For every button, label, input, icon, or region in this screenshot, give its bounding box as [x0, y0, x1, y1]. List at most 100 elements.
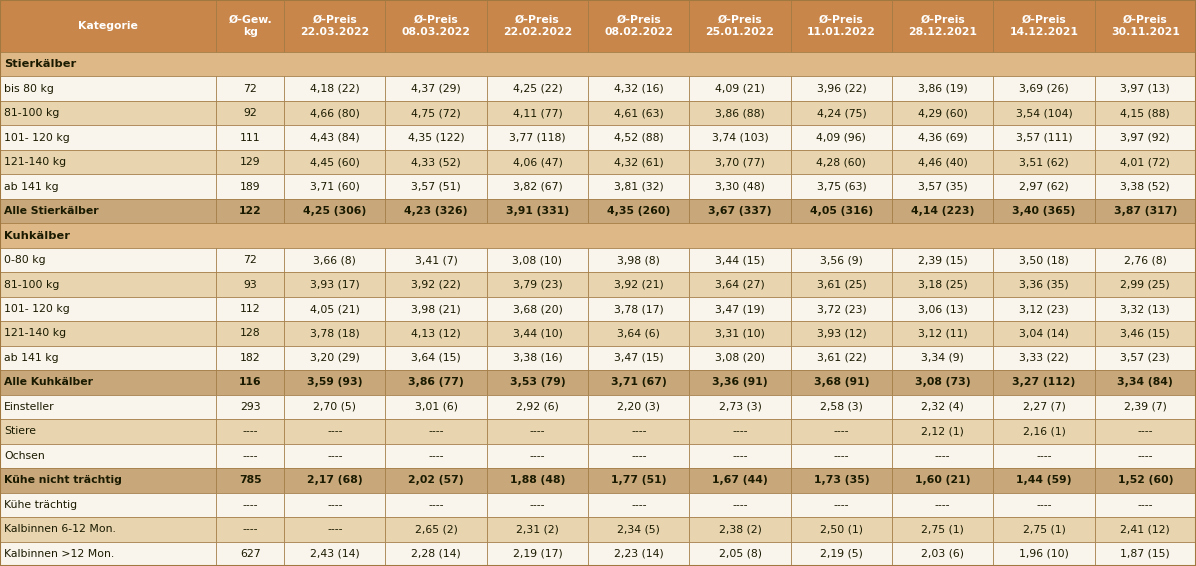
Text: 3,66 (8): 3,66 (8) — [313, 255, 356, 265]
Bar — [0, 174, 216, 199]
Text: 4,35 (260): 4,35 (260) — [608, 206, 671, 216]
Text: 3,57 (111): 3,57 (111) — [1015, 132, 1073, 143]
Text: 4,01 (72): 4,01 (72) — [1121, 157, 1170, 167]
Text: 0-80 kg: 0-80 kg — [4, 255, 45, 265]
Text: 3,61 (22): 3,61 (22) — [817, 353, 866, 363]
Text: 3,92 (22): 3,92 (22) — [411, 280, 460, 290]
Text: 3,34 (84): 3,34 (84) — [1117, 378, 1173, 388]
Bar — [689, 0, 791, 52]
Text: 3,20 (29): 3,20 (29) — [310, 353, 360, 363]
Bar — [892, 150, 994, 174]
Text: ----: ---- — [1137, 500, 1153, 510]
Bar — [791, 321, 892, 346]
Bar — [994, 542, 1094, 566]
Bar — [892, 419, 994, 444]
Text: 3,59 (93): 3,59 (93) — [307, 378, 362, 388]
Bar — [385, 395, 487, 419]
Bar — [1094, 542, 1196, 566]
Bar — [994, 174, 1094, 199]
Bar — [216, 272, 285, 297]
Text: 4,14 (223): 4,14 (223) — [911, 206, 975, 216]
Text: 3,75 (63): 3,75 (63) — [817, 182, 866, 192]
Text: 4,45 (60): 4,45 (60) — [310, 157, 360, 167]
Bar — [1094, 76, 1196, 101]
Text: ----: ---- — [732, 451, 748, 461]
Text: ----: ---- — [1036, 500, 1051, 510]
Bar — [1094, 346, 1196, 370]
Bar — [1094, 199, 1196, 224]
Bar — [285, 101, 385, 126]
Bar — [1094, 150, 1196, 174]
Bar — [588, 542, 689, 566]
Bar — [285, 346, 385, 370]
Text: ----: ---- — [834, 451, 849, 461]
Bar — [994, 321, 1094, 346]
Text: 2,50 (1): 2,50 (1) — [820, 524, 862, 534]
Text: ----: ---- — [327, 426, 342, 436]
Bar — [487, 321, 588, 346]
Text: 1,88 (48): 1,88 (48) — [509, 475, 566, 485]
Text: 4,23 (326): 4,23 (326) — [404, 206, 468, 216]
Bar — [0, 199, 216, 224]
Text: ----: ---- — [631, 426, 647, 436]
Text: Ø-Preis
11.01.2022: Ø-Preis 11.01.2022 — [807, 15, 875, 37]
Bar — [1094, 444, 1196, 468]
Bar — [994, 248, 1094, 272]
Bar — [216, 150, 285, 174]
Text: 2,58 (3): 2,58 (3) — [820, 402, 862, 412]
Text: ----: ---- — [631, 500, 647, 510]
Text: 2,32 (4): 2,32 (4) — [921, 402, 964, 412]
Bar — [285, 542, 385, 566]
Text: 4,43 (84): 4,43 (84) — [310, 132, 360, 143]
Text: 2,92 (6): 2,92 (6) — [515, 402, 559, 412]
Bar — [216, 542, 285, 566]
Text: 2,70 (5): 2,70 (5) — [313, 402, 356, 412]
Bar — [588, 444, 689, 468]
Bar — [216, 468, 285, 492]
Bar — [892, 0, 994, 52]
Text: 4,24 (75): 4,24 (75) — [817, 108, 866, 118]
Text: 3,50 (18): 3,50 (18) — [1019, 255, 1069, 265]
Bar — [385, 370, 487, 395]
Text: 3,64 (6): 3,64 (6) — [617, 328, 660, 338]
Bar — [0, 224, 1196, 248]
Bar — [791, 101, 892, 126]
Text: 3,36 (91): 3,36 (91) — [713, 378, 768, 388]
Bar — [385, 150, 487, 174]
Bar — [285, 444, 385, 468]
Text: 1,52 (60): 1,52 (60) — [1117, 475, 1173, 485]
Bar — [385, 468, 487, 492]
Bar — [385, 126, 487, 150]
Bar — [588, 0, 689, 52]
Bar — [0, 517, 216, 542]
Bar — [285, 395, 385, 419]
Bar — [1094, 101, 1196, 126]
Text: 3,12 (11): 3,12 (11) — [917, 328, 968, 338]
Bar — [0, 76, 216, 101]
Bar — [487, 419, 588, 444]
Bar — [994, 297, 1094, 321]
Text: 1,44 (59): 1,44 (59) — [1017, 475, 1072, 485]
Text: 3,61 (25): 3,61 (25) — [817, 280, 866, 290]
Bar — [1094, 468, 1196, 492]
Bar — [1094, 321, 1196, 346]
Bar — [487, 370, 588, 395]
Bar — [689, 492, 791, 517]
Text: 81-100 kg: 81-100 kg — [4, 280, 60, 290]
Bar — [892, 272, 994, 297]
Bar — [0, 150, 216, 174]
Bar — [1094, 297, 1196, 321]
Bar — [385, 199, 487, 224]
Bar — [588, 101, 689, 126]
Bar — [216, 370, 285, 395]
Bar — [994, 517, 1094, 542]
Text: 3,51 (62): 3,51 (62) — [1019, 157, 1069, 167]
Text: 3,77 (118): 3,77 (118) — [509, 132, 566, 143]
Bar — [689, 395, 791, 419]
Text: Ø-Preis
30.11.2021: Ø-Preis 30.11.2021 — [1111, 15, 1179, 37]
Text: 3,64 (15): 3,64 (15) — [411, 353, 460, 363]
Text: 4,25 (22): 4,25 (22) — [513, 84, 562, 94]
Text: 3,44 (15): 3,44 (15) — [715, 255, 765, 265]
Text: 3,08 (20): 3,08 (20) — [715, 353, 765, 363]
Text: 1,96 (10): 1,96 (10) — [1019, 549, 1069, 559]
